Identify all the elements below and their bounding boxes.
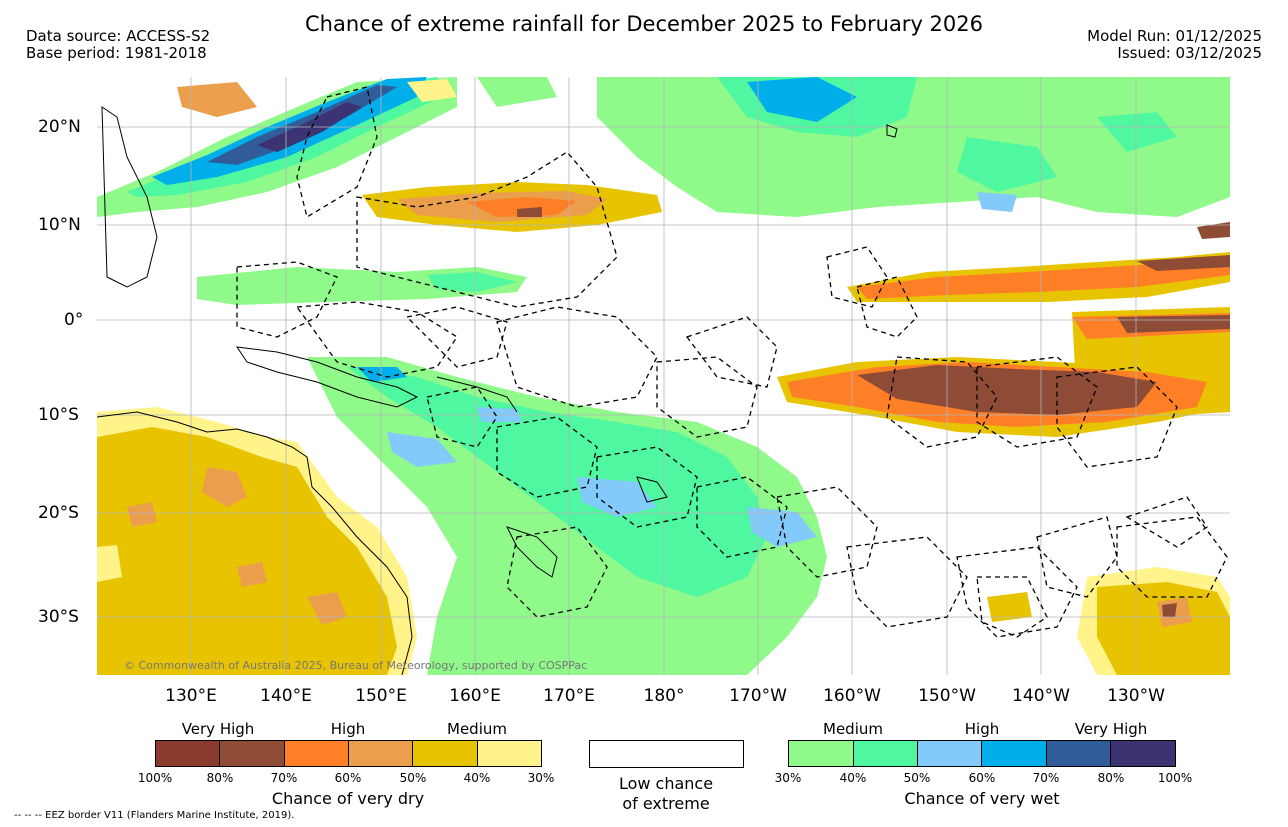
dry-tick: 70% [270, 771, 298, 785]
wet-medium-label: Medium [823, 720, 883, 738]
wet-tick: 50% [903, 771, 931, 785]
low-chance-swatch [589, 740, 744, 768]
lon-label-170e: 170°E [543, 686, 595, 706]
low-chance-label-line1: Low chance [618, 774, 714, 793]
lon-label-130e: 130°E [165, 686, 217, 706]
low-chance-label-line2: of extreme [622, 794, 710, 813]
equatorial-wet-band [197, 267, 527, 305]
lat-label-30s: 30°S [38, 607, 79, 627]
dry-swatch-70-60 [284, 740, 349, 767]
wet-swatch-70-80 [1046, 740, 1111, 767]
lon-label-160w: 160°W [823, 686, 881, 706]
lat-label-0: 0° [64, 310, 84, 330]
dry-tick: 40% [463, 771, 491, 785]
eez-border-note: -- -- -- EEZ border V11 (Flanders Marine… [14, 810, 295, 821]
wet-tick: 40% [839, 771, 867, 785]
lon-label-150e: 150°E [355, 686, 407, 706]
dry-swatch-40-30 [477, 740, 542, 767]
wet-tick: 70% [1032, 771, 1060, 785]
southeast-dry-region [987, 567, 1230, 675]
map-graticule [97, 77, 1230, 675]
copyright-notice: © Commonwealth of Australia 2025, Bureau… [124, 659, 588, 672]
wet-tick: 60% [968, 771, 996, 785]
wet-tick: 30% [774, 771, 802, 785]
wet-swatch-30-40 [788, 740, 854, 767]
dry-tick: 30% [527, 771, 555, 785]
lat-label-10n: 10°N [38, 215, 81, 235]
map-title: Chance of extreme rainfall for December … [305, 12, 983, 36]
base-period: Base period: 1981-2018 [26, 44, 207, 62]
eez-borders [236, 86, 1228, 638]
wet-tick: 100% [1157, 771, 1193, 785]
dry-high-label: High [330, 720, 366, 738]
north-dry-band [177, 79, 662, 232]
data-source: Data source: ACCESS-S2 [26, 27, 211, 45]
australia-dry-region [97, 407, 417, 675]
wet-swatch-60-70 [981, 740, 1047, 767]
dry-tick: 80% [206, 771, 234, 785]
lon-label-140w: 140°W [1012, 686, 1070, 706]
lat-label-10s: 10°S [38, 405, 79, 425]
lat-label-20s: 20°S [38, 503, 79, 523]
dry-swatch-60-50 [348, 740, 413, 767]
wet-very-high-label: Very High [1074, 720, 1148, 738]
dry-swatch-80-70 [219, 740, 285, 767]
model-run: Model Run: 01/12/2025 [1087, 27, 1262, 45]
dry-swatch-100-80 [155, 740, 220, 767]
dry-tick: 60% [334, 771, 362, 785]
lon-label-130w: 130°W [1107, 686, 1165, 706]
lon-label-160e: 160°E [449, 686, 501, 706]
wet-tick: 80% [1097, 771, 1125, 785]
issued-date: Issued: 03/12/2025 [1117, 44, 1262, 62]
lon-label-180: 180° [643, 686, 685, 706]
lon-label-140e: 140°E [260, 686, 312, 706]
rainfall-map [97, 77, 1230, 675]
dry-tick: 50% [399, 771, 427, 785]
lat-label-20n: 20°N [38, 117, 81, 137]
lon-label-170w: 170°W [729, 686, 787, 706]
dry-very-high-label: Very High [181, 720, 255, 738]
east-equatorial-dry [777, 222, 1230, 437]
wet-legend-title: Chance of very wet [904, 789, 1060, 808]
wet-swatch-40-50 [853, 740, 918, 767]
northwest-wet-band [97, 77, 457, 217]
wet-swatch-50-60 [917, 740, 982, 767]
dry-tick: 100% [137, 771, 173, 785]
north-pacific-wet [477, 77, 1230, 217]
dry-medium-label: Medium [447, 720, 507, 738]
lon-label-150w: 150°W [918, 686, 976, 706]
wet-high-label: High [964, 720, 1000, 738]
wet-swatch-80-100 [1110, 740, 1176, 767]
dry-legend-title: Chance of very dry [271, 789, 425, 808]
dry-swatch-50-40 [412, 740, 478, 767]
coastlines [97, 106, 898, 675]
